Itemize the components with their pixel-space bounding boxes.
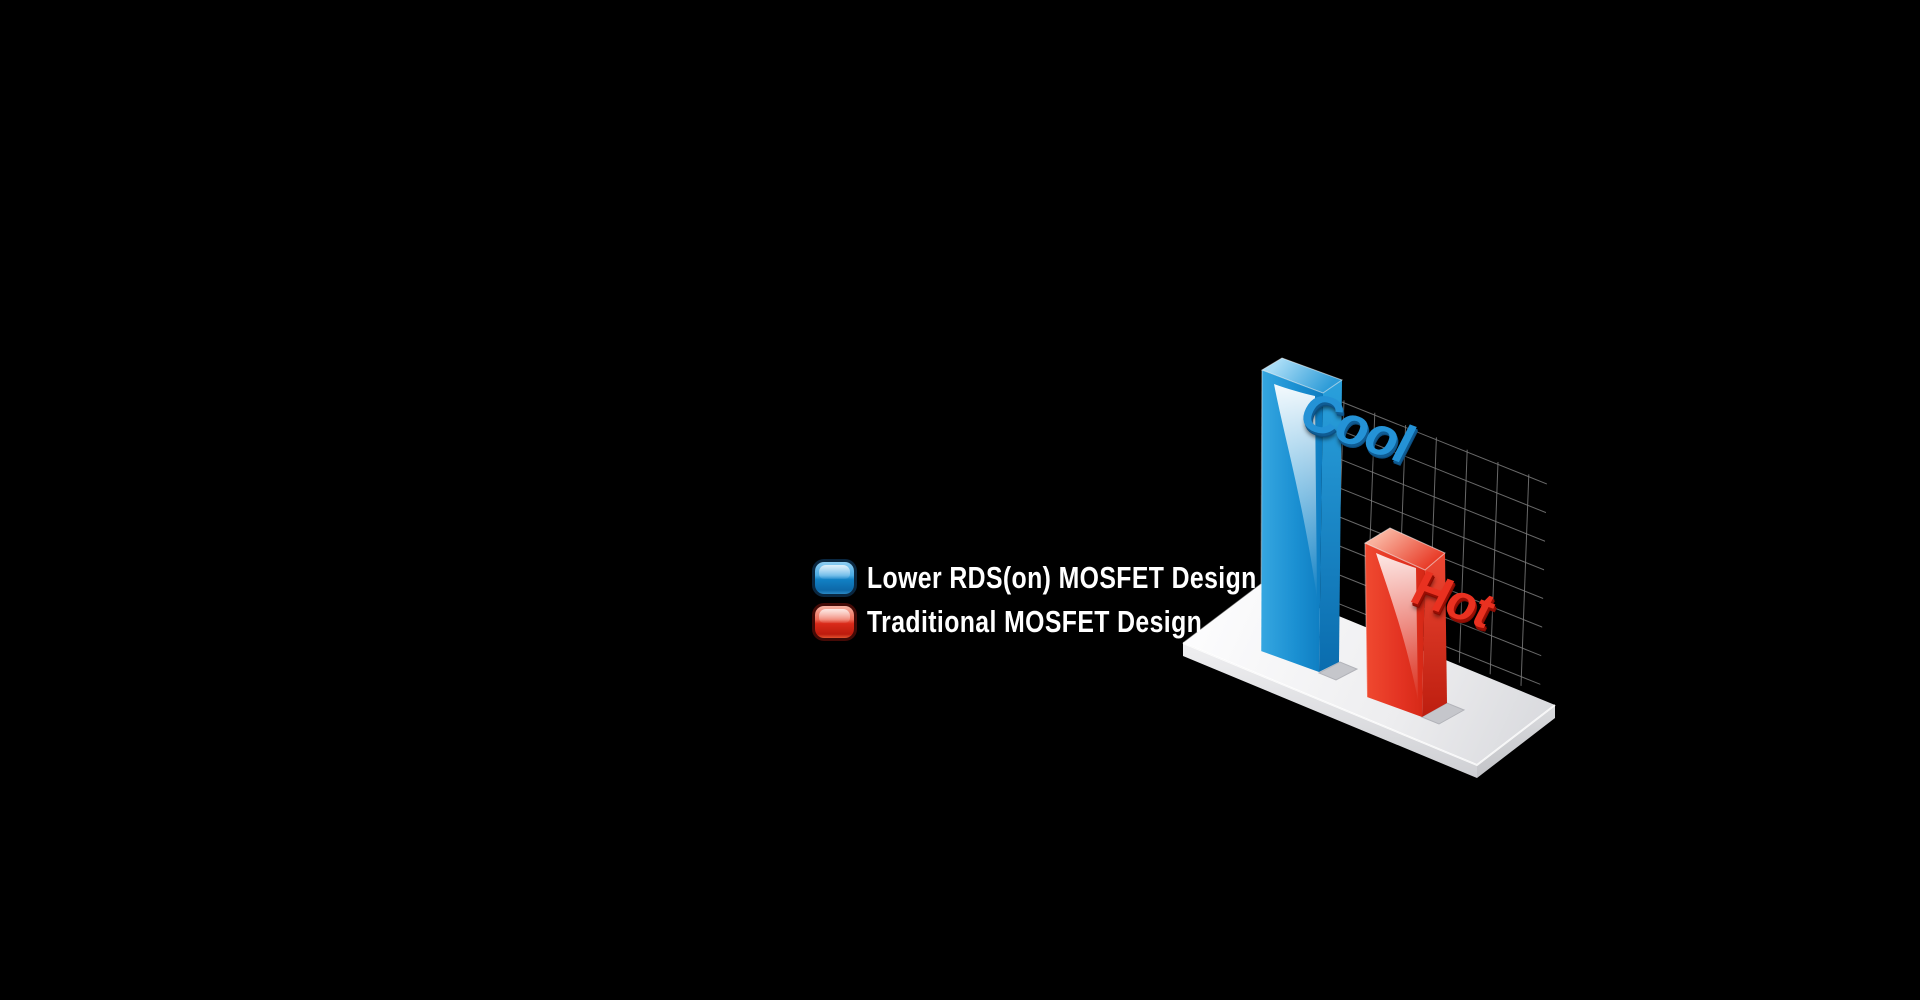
bar-slot-shadow: [1317, 661, 1359, 681]
bar-cool-side-face: [1319, 380, 1342, 672]
platform-back-edge: [1182, 583, 1262, 644]
bar-hot-edge-highlight: [1364, 542, 1368, 698]
grid-line: [1339, 458, 1547, 543]
legend: Lower RDS(on) MOSFET Design Traditional …: [815, 559, 1354, 639]
legend-swatch-red-icon: [815, 605, 854, 638]
grid-line: [1340, 430, 1547, 514]
grid-line: [1341, 401, 1547, 485]
legend-label: Traditional MOSFET Design: [867, 603, 1203, 639]
legend-item-lower-rdson: Lower RDS(on) MOSFET Design: [815, 559, 1354, 595]
bar-cool-top-face: [1260, 357, 1344, 394]
legend-item-traditional: Traditional MOSFET Design: [815, 603, 1354, 639]
grid-line: [1458, 449, 1468, 666]
bar-cool-gloss: [1274, 384, 1317, 598]
bar-cool-edge-highlight: [1260, 369, 1263, 652]
grid-line: [1520, 474, 1530, 692]
legend-label: Lower RDS(on) MOSFET Design: [867, 559, 1257, 595]
bar-hot-gloss: [1376, 553, 1418, 700]
legend-swatch-blue-icon: [815, 561, 854, 594]
grid-line: [1338, 487, 1547, 572]
bar-hot-top-face: [1363, 527, 1446, 571]
platform-bevel-highlight: [1182, 642, 1556, 767]
bar-hot-side-face: [1422, 553, 1447, 717]
grid-line: [1489, 461, 1499, 679]
platform-front-face: [1183, 643, 1477, 778]
bar-hot: [1363, 527, 1447, 717]
platform-right-face: [1477, 705, 1555, 778]
bar-cool: [1260, 357, 1344, 672]
